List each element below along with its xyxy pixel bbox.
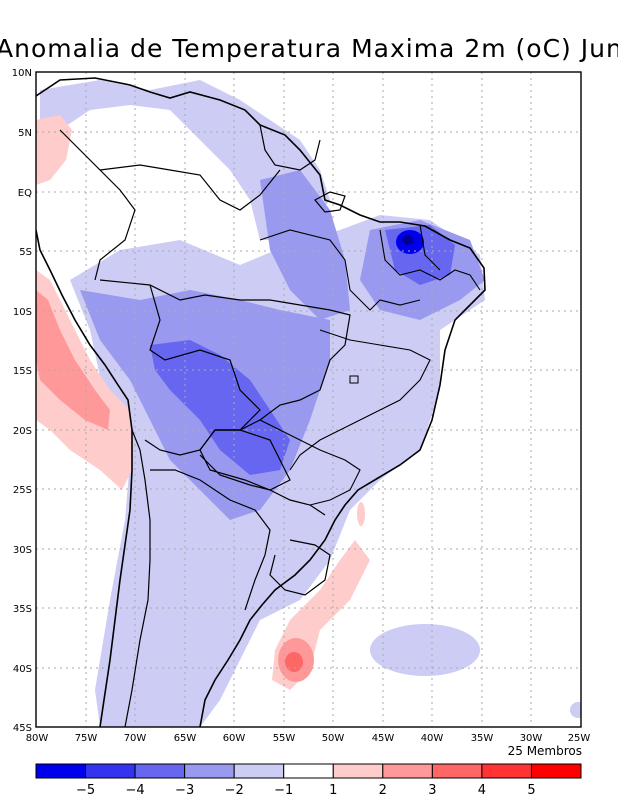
colorbar-swatch bbox=[233, 763, 285, 779]
cool-anomaly-extreme-ceara-inner bbox=[402, 235, 414, 245]
lon-label: 75W bbox=[75, 733, 98, 744]
latitude-labels: 10N 5N EQ 5S 10S 15S 20S 25S 30S 35S 40S… bbox=[12, 68, 32, 734]
colorbar-swatch bbox=[481, 763, 532, 779]
brazil-states-south bbox=[259, 419, 361, 506]
lat-label: 10N bbox=[12, 68, 32, 79]
lat-label: 35S bbox=[13, 604, 32, 615]
colorbar-swatch bbox=[530, 763, 582, 779]
lat-label: 10S bbox=[13, 307, 32, 318]
lon-label: 30W bbox=[520, 733, 543, 744]
colorbar-label: 4 bbox=[478, 783, 486, 798]
colorbar-swatch bbox=[283, 763, 334, 779]
south-america-coastline bbox=[36, 77, 486, 727]
colorbar-label: −3 bbox=[175, 783, 194, 798]
anomaly-fields bbox=[36, 80, 581, 727]
map-title: Anomalia de Temperatura Maxima 2m (oC) J… bbox=[0, 34, 618, 68]
lat-label: 25S bbox=[13, 485, 32, 496]
lake-marker bbox=[349, 375, 359, 384]
lon-label: 80W bbox=[26, 733, 49, 744]
colorbar-label: 1 bbox=[329, 783, 337, 798]
colombia-border bbox=[59, 129, 136, 281]
graticule bbox=[36, 72, 581, 727]
colorbar-label: 3 bbox=[428, 783, 436, 798]
colorbar-swatch bbox=[332, 763, 384, 779]
argentina-interior-border bbox=[150, 469, 271, 611]
map-title-text: Anomalia de Temperatura Maxima 2m (oC) J… bbox=[0, 34, 618, 63]
colorbar-swatch bbox=[85, 763, 136, 779]
brazil-border-west bbox=[99, 279, 351, 516]
venezuela-border bbox=[99, 164, 281, 211]
lat-label: 45S bbox=[13, 723, 32, 734]
lon-label: 50W bbox=[322, 733, 345, 744]
lat-label: 40S bbox=[13, 664, 32, 675]
colorbar-label: 2 bbox=[379, 783, 387, 798]
lon-label: 25W bbox=[568, 733, 591, 744]
lat-label: 15S bbox=[13, 366, 32, 377]
cool-anomaly-atlantic bbox=[370, 624, 480, 676]
map-frame bbox=[35, 71, 582, 728]
lon-label: 70W bbox=[124, 733, 147, 744]
members-note: 25 Membros bbox=[507, 744, 582, 758]
warm-anomaly-south-atlantic-peak bbox=[285, 652, 303, 672]
lon-label: 65W bbox=[174, 733, 197, 744]
lon-label: 60W bbox=[223, 733, 246, 744]
brazil-states-northeast bbox=[379, 224, 481, 291]
warm-anomaly-pacific-coast-strong bbox=[36, 290, 110, 430]
uruguay-border bbox=[269, 539, 331, 596]
paraguay-border bbox=[199, 429, 291, 491]
colorbar-swatch bbox=[35, 763, 87, 779]
lat-label: 5S bbox=[19, 247, 32, 258]
colorbar-labels: −5 −4 −3 −2 −1 1 2 3 4 5 bbox=[76, 783, 536, 798]
lon-label: 55W bbox=[273, 733, 296, 744]
coastlines-and-borders bbox=[36, 77, 486, 727]
colorbar-label: −2 bbox=[225, 783, 244, 798]
colorbar-label: 5 bbox=[527, 783, 535, 798]
colorbar: −5 −4 −3 −2 −1 1 2 3 4 5 bbox=[35, 763, 582, 798]
andes-border bbox=[124, 429, 151, 727]
colorbar-boxes bbox=[35, 763, 582, 779]
bolivia-border bbox=[144, 284, 261, 456]
colorbar-label: −5 bbox=[76, 783, 95, 798]
brazil-states-north bbox=[259, 229, 421, 311]
lon-label: 40W bbox=[421, 733, 444, 744]
lat-label: 30S bbox=[13, 545, 32, 556]
anomaly-map: 10N 5N EQ 5S 10S 15S 20S 25S 30S 35S 40S… bbox=[12, 68, 591, 744]
colorbar-swatch bbox=[184, 763, 235, 779]
longitude-labels: 80W 75W 70W 65W 60W 55W 50W 45W 40W 35W … bbox=[26, 733, 591, 744]
lat-label: 5N bbox=[18, 128, 32, 139]
colorbar-swatch bbox=[382, 763, 433, 779]
colorbar-label: −4 bbox=[126, 783, 145, 798]
cool-anomaly-core-amazon bbox=[260, 170, 350, 320]
warm-anomaly-small-spot bbox=[357, 502, 365, 526]
guianas-border bbox=[259, 124, 321, 171]
brazil-states-center bbox=[289, 329, 431, 471]
colorbar-swatch bbox=[431, 763, 483, 779]
lon-label: 35W bbox=[471, 733, 494, 744]
cool-anomaly-area-north bbox=[40, 80, 330, 240]
colorbar-swatch bbox=[134, 763, 186, 779]
pacific-coastline bbox=[36, 229, 133, 727]
lat-label: EQ bbox=[18, 188, 32, 199]
cool-anomaly-southeast-corner bbox=[570, 702, 581, 718]
lon-label: 45W bbox=[372, 733, 395, 744]
marajo-island bbox=[314, 191, 346, 213]
lat-label: 20S bbox=[13, 426, 32, 437]
colorbar-label: −1 bbox=[274, 783, 293, 798]
